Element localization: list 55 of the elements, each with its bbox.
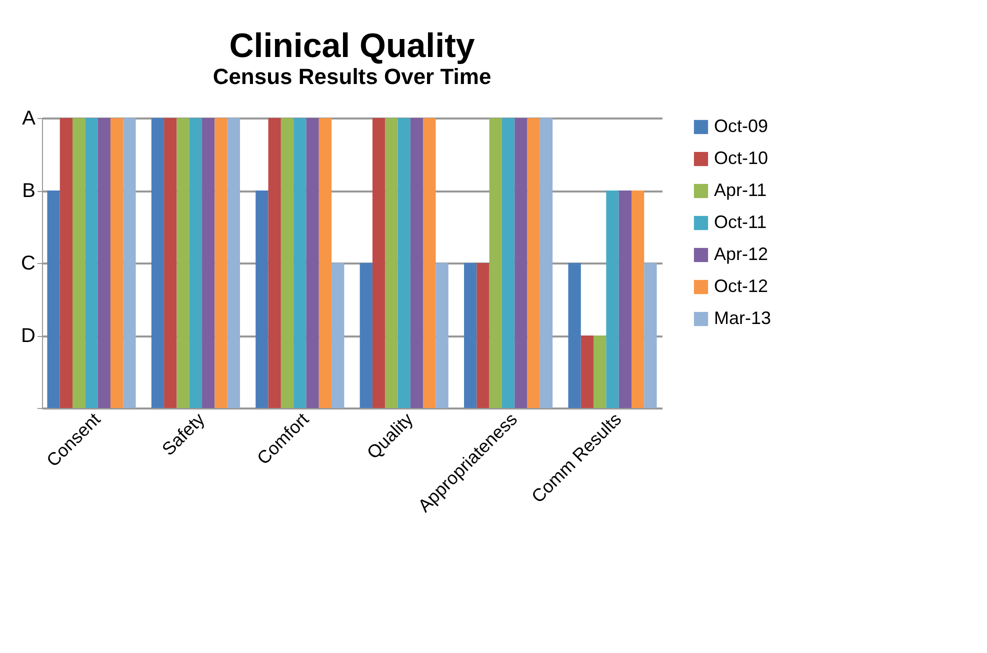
legend-label: Mar-13: [714, 308, 772, 328]
bar: [540, 118, 553, 408]
text: D: [21, 325, 36, 347]
text: B: [22, 180, 36, 202]
bar: [580, 336, 594, 408]
bar: [151, 118, 164, 408]
bar: [176, 118, 190, 408]
bar: [644, 263, 657, 408]
bar: [360, 263, 372, 408]
bar: [123, 118, 136, 408]
bar: [618, 190, 632, 408]
legend-label: Apr-11: [714, 180, 767, 200]
bar: [436, 263, 448, 408]
text: C: [21, 252, 36, 274]
bar: [372, 118, 386, 408]
bar: [527, 118, 540, 408]
bar: [227, 118, 240, 408]
chart-subtitle: Census Results Over Time: [212, 64, 492, 89]
bar: [568, 263, 581, 408]
chart-title: Clinical Quality: [229, 27, 475, 65]
bar: [294, 118, 306, 408]
bar: [60, 118, 73, 408]
bar: [47, 190, 60, 408]
bar: [332, 263, 344, 408]
bar: [423, 118, 436, 408]
bar: [72, 118, 86, 408]
bar: [110, 118, 124, 408]
bar: [164, 118, 177, 408]
bar: [398, 118, 410, 408]
bar: [268, 118, 281, 408]
bar: [202, 118, 215, 408]
bar: [256, 190, 268, 408]
legend-label: Oct-12: [714, 276, 768, 296]
bar: [464, 263, 477, 408]
bar: [385, 118, 398, 408]
legend-label: Oct-09: [714, 116, 768, 136]
bar: [214, 118, 228, 408]
bar: [476, 263, 490, 408]
bar: [280, 118, 294, 408]
bar: [85, 118, 98, 408]
bar: [489, 118, 502, 408]
bar: [98, 118, 110, 408]
bar: [306, 118, 319, 408]
bar: [631, 190, 644, 408]
bar: [318, 118, 332, 408]
legend-label: Apr-12: [714, 244, 768, 264]
legend-label: Oct-10: [714, 148, 768, 168]
bar: [410, 118, 424, 408]
bar: [606, 190, 619, 408]
text: A: [22, 108, 36, 130]
bar: [594, 336, 606, 408]
legend-label: Oct-11: [714, 212, 767, 232]
bar: [189, 118, 202, 408]
bar: [514, 118, 528, 408]
bar: [502, 118, 515, 408]
